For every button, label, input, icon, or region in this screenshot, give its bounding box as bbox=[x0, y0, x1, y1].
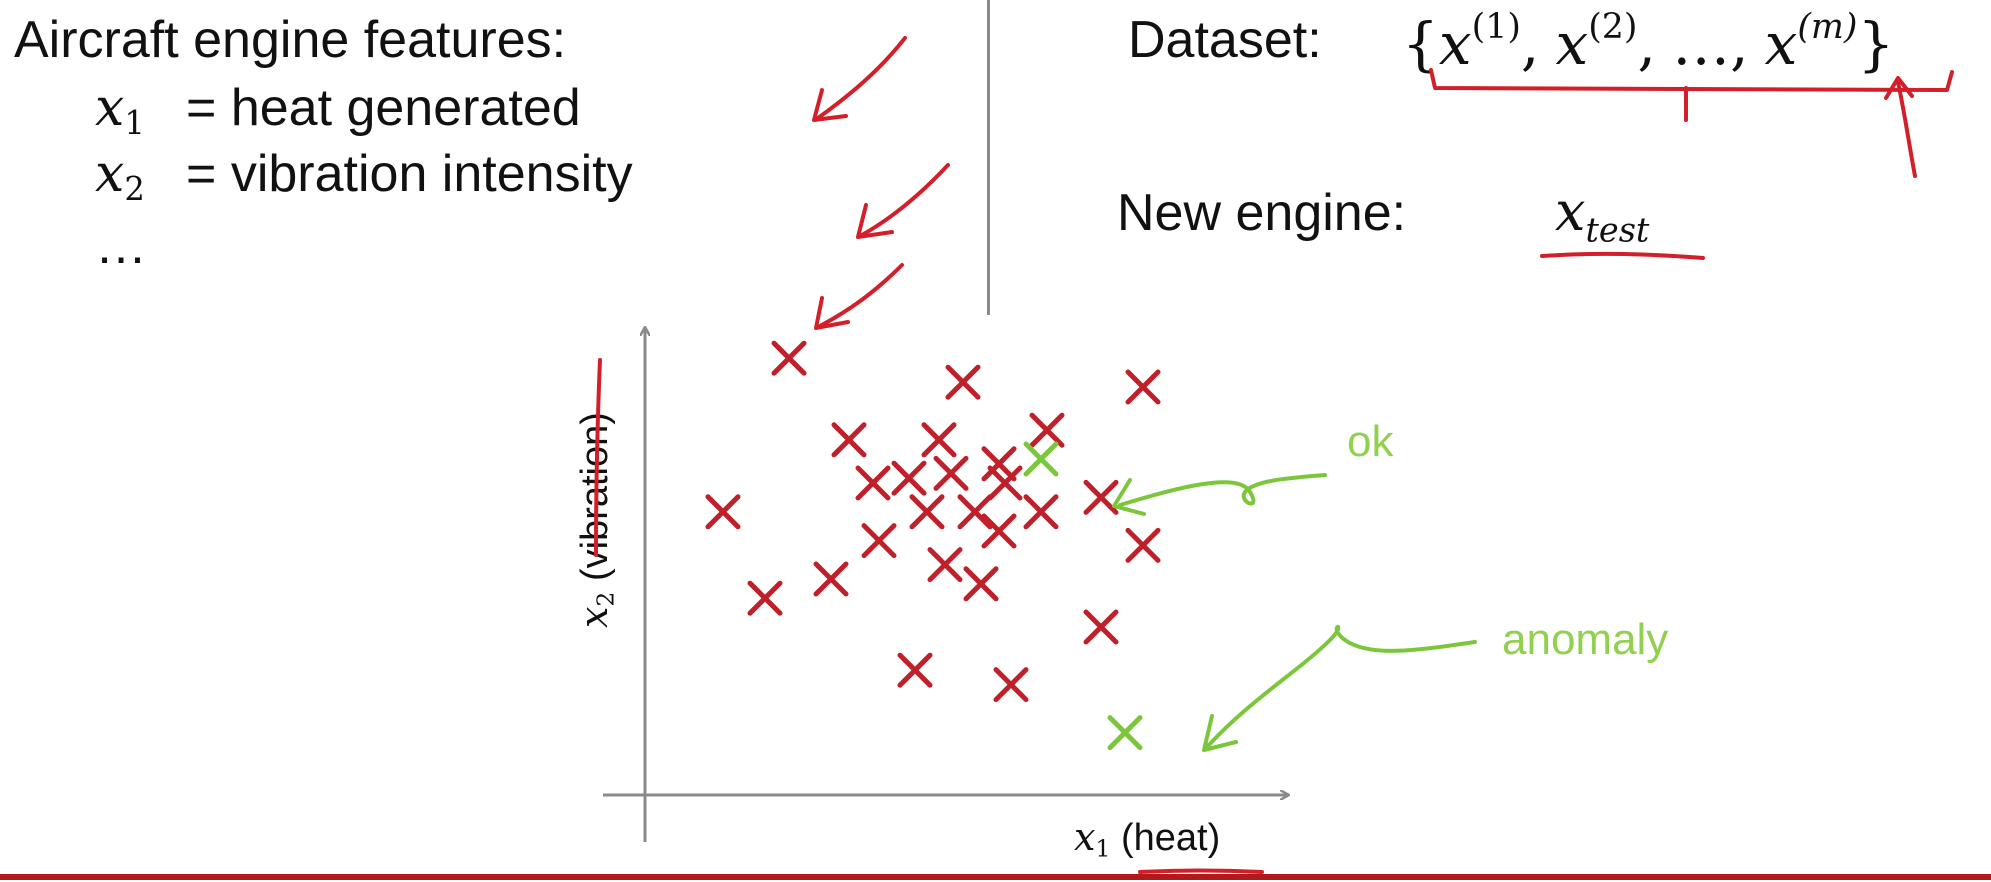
data-point bbox=[981, 446, 1017, 482]
annotation-ok-label: ok bbox=[1347, 417, 1394, 466]
ink-arrow-ok bbox=[1118, 473, 1327, 507]
data-point bbox=[945, 364, 981, 400]
ink-arrow-1-head bbox=[812, 88, 848, 122]
data-point bbox=[1083, 609, 1119, 645]
dataset-item-superscript: (2) bbox=[1588, 7, 1638, 47]
data-point bbox=[993, 667, 1029, 703]
ink-arrow-2-head bbox=[856, 203, 894, 239]
ink-underline-vibration bbox=[594, 358, 602, 557]
ok-point bbox=[1023, 441, 1059, 477]
dataset-close-brace: } bbox=[1857, 10, 1895, 79]
features-heading: Aircraft engine features: bbox=[14, 11, 567, 69]
data-point bbox=[813, 561, 849, 597]
data-point bbox=[861, 523, 897, 559]
x-axis-subscript: 1 bbox=[1095, 834, 1111, 863]
feature-symbol: x bbox=[95, 144, 125, 204]
data-point bbox=[981, 513, 1017, 549]
data-point bbox=[747, 580, 783, 616]
features-ellipsis: … bbox=[95, 217, 147, 275]
dataset-open-brace: { bbox=[1402, 10, 1439, 79]
data-point bbox=[987, 465, 1023, 501]
dataset-separator: , bbox=[1520, 10, 1540, 79]
bottom-rule bbox=[0, 874, 1991, 880]
ink-underline-xtest bbox=[1540, 251, 1705, 260]
data-point bbox=[831, 422, 867, 458]
panel-divider bbox=[987, 0, 990, 315]
new-engine-label: New engine: bbox=[1117, 184, 1407, 242]
data-point bbox=[705, 494, 741, 530]
dataset-item-symbol: x bbox=[1438, 10, 1472, 79]
ink-arrow-3-head bbox=[814, 296, 850, 330]
scatter-markers bbox=[705, 340, 1161, 751]
feature-row-1: x1 bbox=[95, 82, 145, 139]
data-point bbox=[909, 494, 945, 530]
ink-arrows-annotations bbox=[1112, 473, 1477, 752]
new-engine-symbol: x bbox=[1555, 180, 1586, 243]
data-point bbox=[927, 547, 963, 583]
data-point bbox=[1083, 479, 1119, 515]
dataset-item-superscript: (m) bbox=[1797, 7, 1858, 47]
ink-arrow-1 bbox=[816, 36, 907, 120]
data-point bbox=[1023, 494, 1059, 530]
annotation-anomaly-label: anomaly bbox=[1502, 615, 1669, 664]
dataset-ellipsis: … bbox=[1672, 10, 1731, 79]
x-axis-text: (heat) bbox=[1120, 817, 1221, 859]
data-point bbox=[921, 422, 957, 458]
ink-arrows-features bbox=[812, 36, 950, 330]
data-point bbox=[933, 455, 969, 491]
x-axis-symbol: x bbox=[1074, 815, 1096, 859]
new-engine-variable: xtest bbox=[1555, 185, 1649, 247]
ink-arrow-ok-head bbox=[1112, 478, 1146, 516]
ink-arrow-2 bbox=[860, 163, 950, 237]
ink-underline-heat bbox=[1138, 868, 1264, 874]
feature-row-2: x2 bbox=[95, 148, 145, 205]
data-point bbox=[963, 566, 999, 602]
new-engine-subscript: test bbox=[1585, 210, 1650, 250]
data-point bbox=[771, 340, 807, 376]
data-point bbox=[897, 652, 933, 688]
feature-description-1: = heat generated bbox=[186, 79, 581, 137]
feature-symbol: x bbox=[95, 78, 125, 138]
dataset-separator: , bbox=[1730, 10, 1749, 79]
feature-description-2: = vibration intensity bbox=[186, 145, 633, 203]
dataset-item-superscript: (1) bbox=[1471, 7, 1521, 47]
data-point bbox=[891, 460, 927, 496]
data-point bbox=[855, 465, 891, 501]
ink-arrow-anomaly-head bbox=[1202, 714, 1238, 752]
feature-subscript: 2 bbox=[124, 170, 145, 209]
data-point bbox=[1125, 369, 1161, 405]
dataset-item-symbol: x bbox=[1764, 10, 1798, 79]
feature-subscript: 1 bbox=[124, 104, 145, 143]
ink-arrow-anomaly bbox=[1206, 624, 1477, 748]
dataset-label: Dataset: bbox=[1128, 11, 1322, 69]
data-point bbox=[1029, 412, 1065, 448]
data-point bbox=[957, 494, 993, 530]
x-axis-label: x1 (heat) bbox=[1074, 818, 1220, 861]
dataset-set: {x(1), x(2), …, x(m)} bbox=[1402, 10, 1894, 74]
dataset-separator: , bbox=[1637, 10, 1656, 79]
ink-dataset-brace bbox=[1429, 68, 1954, 178]
dataset-item-symbol: x bbox=[1555, 10, 1589, 79]
data-point bbox=[1125, 527, 1161, 563]
anomaly-point bbox=[1107, 715, 1143, 751]
ink-arrow-3 bbox=[818, 263, 904, 328]
